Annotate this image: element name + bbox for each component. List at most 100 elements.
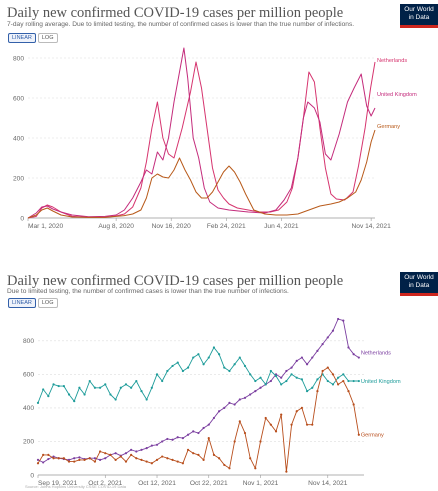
data-point[interactable] [337, 317, 340, 321]
data-point[interactable] [218, 457, 221, 460]
data-point[interactable] [36, 458, 40, 461]
data-point[interactable] [109, 453, 112, 456]
data-point[interactable] [181, 436, 184, 440]
data-point[interactable] [98, 458, 102, 461]
data-point[interactable] [243, 396, 247, 399]
data-point[interactable] [264, 383, 267, 386]
data-point[interactable] [145, 398, 148, 401]
data-point[interactable] [47, 453, 50, 456]
data-point[interactable] [280, 383, 283, 386]
data-point[interactable] [166, 369, 169, 373]
data-point[interactable] [52, 455, 55, 458]
data-point[interactable] [104, 452, 107, 455]
data-point[interactable] [197, 353, 200, 356]
data-point[interactable] [155, 458, 159, 461]
data-point[interactable] [83, 393, 86, 396]
data-point[interactable] [295, 359, 298, 363]
data-point[interactable] [67, 458, 71, 461]
log-scale-button[interactable]: LOG [37, 298, 58, 308]
data-point[interactable] [119, 386, 122, 389]
data-point[interactable] [305, 363, 309, 366]
data-point[interactable] [280, 376, 283, 379]
data-point[interactable] [311, 356, 314, 359]
data-point[interactable] [62, 457, 65, 460]
data-point[interactable] [269, 423, 272, 426]
data-point[interactable] [114, 458, 117, 461]
data-point[interactable] [42, 461, 45, 464]
data-point[interactable] [331, 373, 335, 376]
data-point[interactable] [150, 444, 153, 447]
data-point[interactable] [140, 448, 143, 451]
data-point[interactable] [311, 386, 314, 389]
data-point[interactable] [36, 401, 40, 404]
data-point[interactable] [285, 379, 288, 383]
data-point[interactable] [98, 386, 102, 389]
data-point[interactable] [135, 450, 138, 453]
data-point[interactable] [57, 384, 60, 388]
data-point[interactable] [233, 440, 236, 443]
data-point[interactable] [347, 390, 350, 393]
data-point[interactable] [186, 448, 190, 451]
data-point[interactable] [161, 440, 164, 443]
data-point[interactable] [104, 383, 107, 386]
data-point[interactable] [130, 453, 133, 456]
data-point[interactable] [161, 379, 164, 383]
data-point[interactable] [259, 386, 262, 389]
data-point[interactable] [357, 379, 360, 383]
data-point[interactable] [93, 457, 97, 460]
data-point[interactable] [352, 379, 355, 383]
data-point[interactable] [109, 393, 112, 396]
data-point[interactable] [347, 379, 350, 383]
data-point[interactable] [78, 456, 81, 459]
data-point[interactable] [47, 457, 50, 461]
data-point[interactable] [290, 366, 293, 369]
data-point[interactable] [145, 447, 148, 450]
data-point[interactable] [47, 395, 50, 398]
data-point[interactable] [67, 393, 71, 396]
data-point[interactable] [192, 430, 195, 433]
data-point[interactable] [212, 453, 216, 456]
data-point[interactable] [212, 346, 216, 349]
data-point[interactable] [62, 384, 65, 388]
data-point[interactable] [254, 390, 257, 393]
data-point[interactable] [202, 426, 205, 430]
data-point[interactable] [83, 458, 86, 461]
data-point[interactable] [114, 452, 117, 455]
data-point[interactable] [176, 361, 179, 364]
data-point[interactable] [300, 378, 304, 381]
data-point[interactable] [150, 462, 153, 465]
series-line-germany[interactable] [37, 367, 360, 473]
data-point[interactable] [223, 463, 226, 467]
series-line-united-kingdom[interactable] [27, 47, 376, 219]
data-point[interactable] [93, 460, 97, 463]
data-point[interactable] [135, 457, 138, 460]
data-point[interactable] [249, 393, 252, 396]
data-point[interactable] [78, 458, 81, 461]
data-point[interactable] [285, 470, 288, 473]
data-point[interactable] [269, 369, 272, 373]
linear-scale-button[interactable]: LINEAR [8, 298, 36, 308]
data-point[interactable] [233, 403, 236, 406]
data-point[interactable] [249, 457, 252, 460]
data-point[interactable] [331, 329, 335, 332]
data-point[interactable] [202, 458, 205, 461]
data-point[interactable] [352, 353, 355, 356]
data-point[interactable] [357, 433, 360, 436]
data-point[interactable] [78, 386, 81, 389]
data-point[interactable] [342, 379, 345, 383]
data-point[interactable] [181, 369, 184, 373]
data-point[interactable] [238, 356, 241, 359]
data-point[interactable] [326, 366, 329, 369]
data-point[interactable] [140, 390, 143, 393]
data-point[interactable] [192, 452, 195, 455]
data-point[interactable] [300, 406, 304, 409]
data-point[interactable] [269, 379, 272, 383]
data-point[interactable] [290, 373, 293, 376]
data-point[interactable] [124, 383, 128, 386]
data-point[interactable] [181, 462, 184, 465]
data-point[interactable] [347, 346, 350, 349]
data-point[interactable] [228, 467, 231, 470]
data-point[interactable] [249, 373, 252, 376]
data-point[interactable] [161, 455, 164, 458]
data-point[interactable] [202, 363, 205, 366]
